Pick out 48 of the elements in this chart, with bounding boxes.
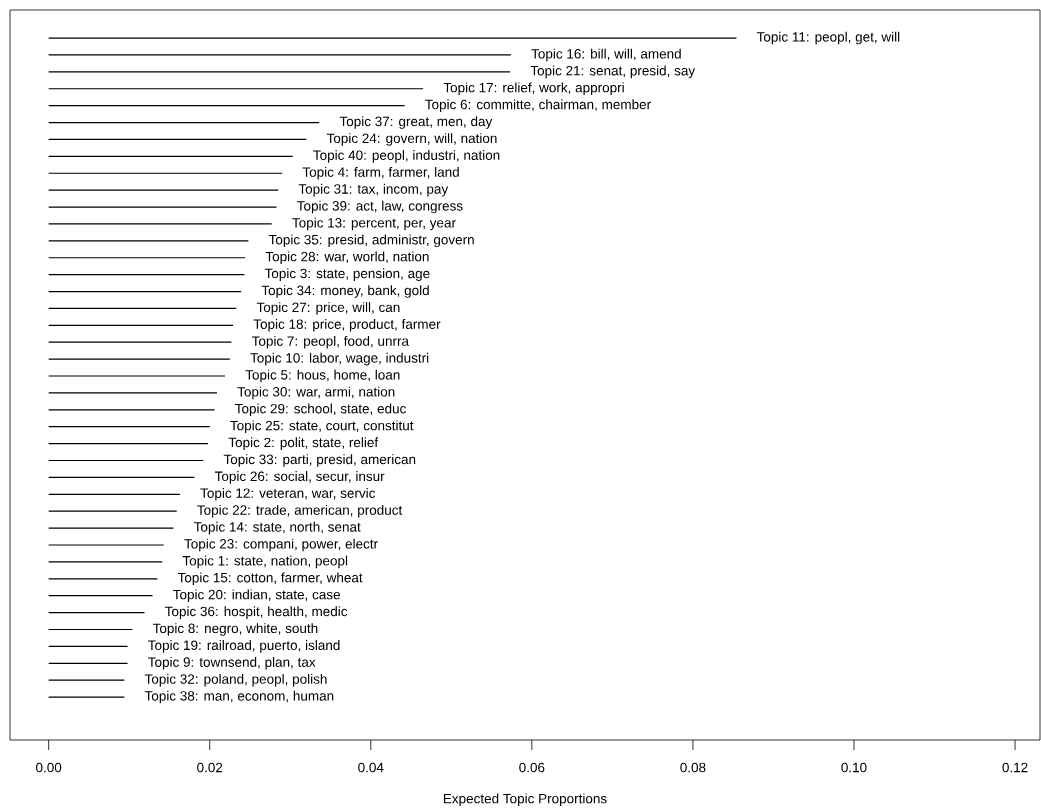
y-tick-label: Topic 8: negro, white, south bbox=[152, 623, 318, 636]
x-tick-label: 0.12 bbox=[1002, 762, 1028, 773]
y-tick-label: Topic 25: state, court, constitut bbox=[230, 420, 414, 433]
y-tick-label: Topic 14: state, north, senat bbox=[193, 521, 361, 535]
y-tick-label: Topic 34: money, bank, gold bbox=[261, 285, 429, 298]
y-tick-label: Topic 22: trade, american, product bbox=[197, 504, 403, 518]
y-tick-label: Topic 37: great, men, day bbox=[339, 116, 493, 129]
y-tick-label: Topic 12: veteran, war, servic bbox=[200, 488, 376, 501]
y-tick-label: Topic 16: bill, will, amend bbox=[531, 48, 681, 62]
x-axis-title: Expected Topic Proportions bbox=[443, 793, 607, 807]
y-tick-label: Topic 36: hospit, health, medic bbox=[164, 606, 348, 619]
y-tick-label: Topic 4: farm, farmer, land bbox=[302, 166, 459, 180]
y-tick-label: Topic 18: price, product, farmer bbox=[253, 319, 441, 332]
x-tick-label: 0.06 bbox=[519, 762, 545, 773]
x-tick-label: 0.00 bbox=[36, 762, 62, 773]
y-tick-label: Topic 39: act, law, congress bbox=[297, 200, 463, 214]
y-tick-label: Topic 9: townsend, plan, tax bbox=[148, 657, 316, 670]
x-tick-label: 0.10 bbox=[841, 762, 867, 773]
y-tick-label: Topic 28: war, world, nation bbox=[265, 251, 429, 265]
y-tick-label: Topic 27: price, will, can bbox=[256, 302, 400, 315]
y-tick-label: Topic 33: parti, presid, american bbox=[223, 454, 416, 467]
y-tick-label: Topic 30: war, armi, nation bbox=[237, 386, 395, 400]
y-tick-label: Topic 5: hous, home, loan bbox=[245, 369, 400, 383]
y-tick-label: Topic 2: polit, state, relief bbox=[228, 437, 379, 450]
y-tick-label: Topic 3: state, pension, age bbox=[264, 268, 430, 281]
x-tick-label: 0.02 bbox=[197, 762, 223, 773]
x-tick-label: 0.08 bbox=[680, 762, 706, 773]
y-tick-label: Topic 21: senat, presid, say bbox=[530, 65, 696, 79]
y-tick-label: Topic 32: poland, peopl, polish bbox=[144, 673, 327, 687]
x-tick-label: 0.04 bbox=[358, 762, 384, 773]
y-tick-label: Topic 10: labor, wage, industri bbox=[250, 352, 429, 366]
y-tick-label: Topic 15: cotton, farmer, wheat bbox=[177, 572, 363, 586]
y-tick-label: Topic 13: percent, per, year bbox=[292, 217, 456, 231]
y-tick-label: Topic 35: presid, administr, govern bbox=[268, 234, 474, 248]
y-tick-label: Topic 31: tax, incom, pay bbox=[298, 183, 449, 197]
y-tick-label: Topic 19: railroad, puerto, island bbox=[148, 640, 340, 653]
y-tick-label: Topic 11: peopl, get, will bbox=[756, 31, 900, 45]
y-tick-label: Topic 29: school, state, educ bbox=[235, 403, 406, 417]
y-tick-label: Topic 38: man, econom, human bbox=[144, 690, 334, 704]
y-tick-label: Topic 40: peopl, industri, nation bbox=[313, 150, 500, 163]
y-tick-label: Topic 20: indian, state, case bbox=[173, 589, 340, 602]
y-tick-label: Topic 26: social, secur, insur bbox=[214, 471, 385, 484]
y-tick-label: Topic 23: compani, power, electr bbox=[184, 538, 378, 552]
y-tick-label: Topic 6: committe, chairman, member bbox=[425, 99, 651, 112]
y-tick-label: Topic 1: state, nation, peopl bbox=[182, 555, 348, 569]
y-tick-label: Topic 24: govern, will, nation bbox=[326, 133, 497, 146]
y-tick-label: Topic 7: peopl, food, unrra bbox=[251, 335, 409, 349]
y-tick-label: Topic 17: relief, work, appropri bbox=[443, 82, 624, 96]
